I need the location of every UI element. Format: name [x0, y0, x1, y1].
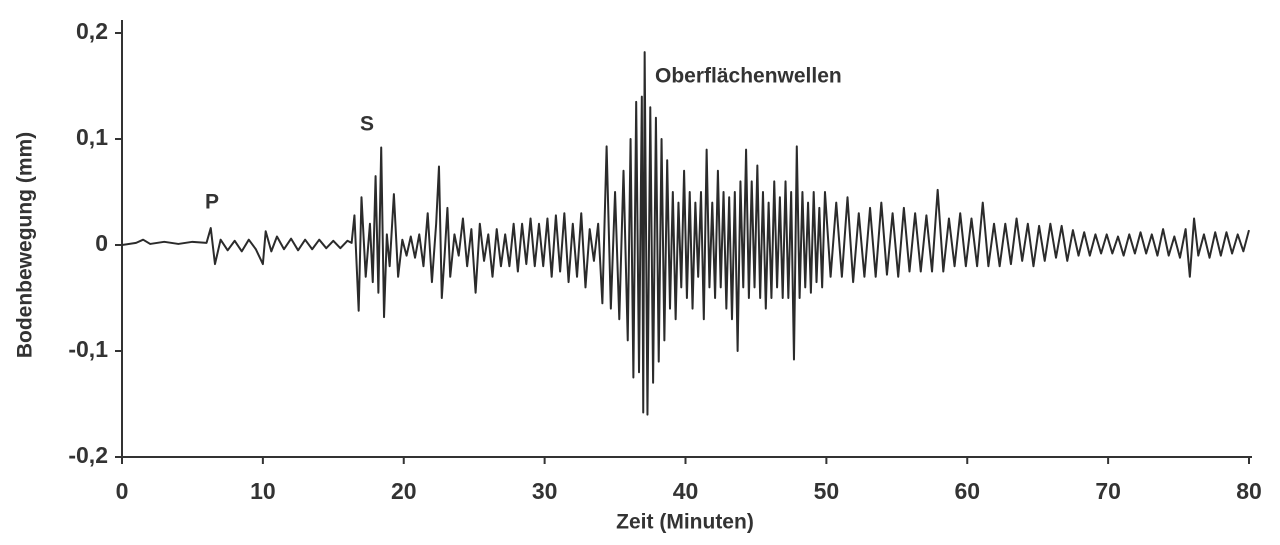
annotation: P: [205, 191, 219, 214]
x-tick-label: 20: [391, 478, 417, 504]
seismogram-line: [121, 51, 1250, 416]
y-tick-label: -0,2: [68, 442, 108, 468]
y-tick-label: -0,1: [68, 336, 108, 362]
x-tick-label: 30: [532, 478, 558, 504]
annotation: Oberflächenwellen: [655, 65, 842, 88]
x-tick-label: 60: [954, 478, 980, 504]
x-tick-label: 0: [116, 478, 129, 504]
x-axis-label: Zeit (Minuten): [616, 511, 754, 534]
x-tick-label: 40: [673, 478, 699, 504]
y-axis-label: Bodenbewegung (mm): [14, 132, 37, 358]
x-tick-label: 80: [1236, 478, 1262, 504]
x-tick-label: 70: [1095, 478, 1121, 504]
x-tick-label: 10: [250, 478, 276, 504]
annotation: S: [360, 113, 374, 136]
y-tick-label: 0,2: [76, 18, 108, 44]
y-tick-label: 0,1: [76, 124, 108, 150]
x-tick-label: 50: [814, 478, 840, 504]
y-tick-label: 0: [95, 230, 108, 256]
